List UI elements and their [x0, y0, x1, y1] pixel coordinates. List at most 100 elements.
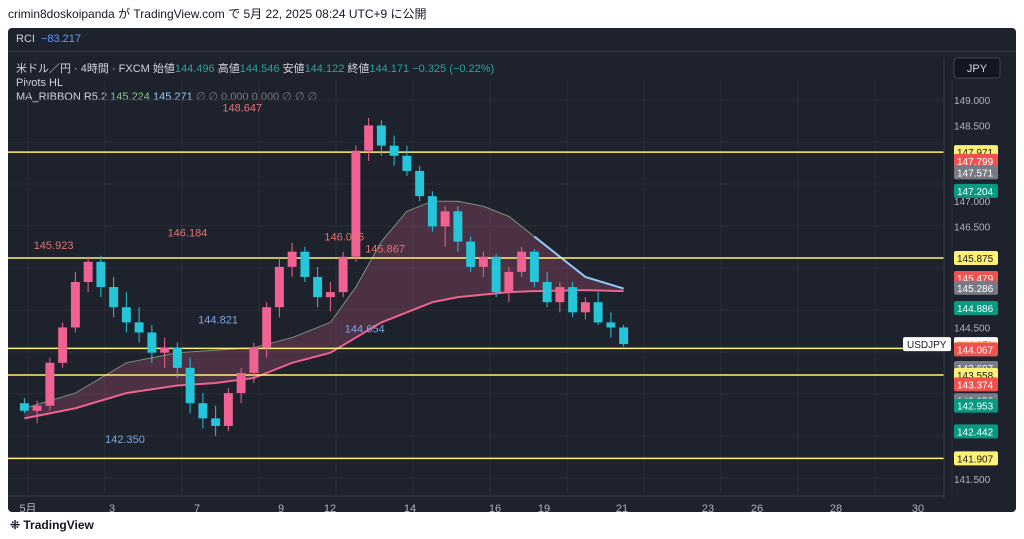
price-tag — [954, 341, 998, 356]
rci-label: RCI −83.217 — [16, 33, 82, 45]
y-tick-label: 148.500 — [954, 121, 991, 132]
price-tag-value: 145.875 — [957, 254, 994, 265]
price-tag-value: 143.558 — [957, 371, 994, 382]
candle-body — [593, 302, 603, 323]
ma-fast-tail — [533, 235, 624, 290]
candle-body — [606, 322, 616, 328]
price-tag-value: 145.479 — [957, 274, 994, 285]
candle-body — [453, 211, 463, 242]
candle-body — [389, 145, 399, 156]
candle-body — [351, 150, 361, 257]
candle-body — [172, 347, 182, 368]
candle-body — [313, 276, 323, 298]
price-tag — [954, 398, 998, 413]
price-tag-value: 141.907 — [957, 454, 994, 465]
price-tag-value: 144.171 — [957, 340, 994, 351]
y-tick-label: 141.500 — [954, 475, 991, 486]
pivot-label: 142.350 — [105, 434, 145, 446]
ma-ribbon-fill — [24, 201, 624, 419]
y-tick-label: 146.500 — [954, 222, 991, 233]
symbol-tag — [903, 337, 951, 352]
candle-body — [121, 307, 131, 323]
candle-body — [45, 362, 55, 406]
x-tick-label: 14 — [404, 503, 416, 512]
price-tag — [954, 451, 998, 466]
price-tag — [954, 183, 998, 198]
candle-body — [134, 322, 144, 333]
pivot-label: 148.647 — [222, 102, 262, 114]
candle-body — [19, 403, 29, 411]
x-tick-label: 5月 — [19, 503, 36, 512]
candle-body — [364, 125, 374, 151]
candle-body — [96, 261, 106, 288]
candle-body — [338, 256, 348, 293]
candle-body — [160, 347, 170, 353]
price-tag — [954, 153, 998, 168]
candle-body — [83, 261, 93, 282]
y-tick-label: 147.000 — [954, 197, 991, 208]
candle-body — [478, 256, 488, 267]
x-tick-label: 16 — [489, 503, 501, 512]
candle-body — [504, 271, 514, 293]
candle-body — [300, 251, 310, 277]
candle-body — [568, 287, 578, 313]
price-tag — [954, 377, 998, 392]
price-tag — [954, 424, 998, 439]
candle-body — [427, 196, 437, 227]
pivot-label: 146.095 — [324, 232, 364, 244]
price-tag — [954, 280, 998, 295]
candle-body — [198, 403, 208, 419]
price-tag-value: 147.799 — [957, 157, 994, 168]
price-tag-value: 142.442 — [957, 427, 994, 438]
candle-body — [287, 251, 297, 267]
ohlc-line: 米ドル／円 · 4時間 · FXCM 始値144.496 高値144.546 安… — [16, 63, 495, 75]
tradingview-logo-icon: ⁜ — [10, 518, 24, 532]
candle-body — [262, 307, 272, 348]
candle-body — [274, 266, 284, 308]
pivots-legend[interactable]: Pivots HL — [16, 77, 64, 89]
x-tick-label: 7 — [194, 503, 200, 512]
candle-body — [619, 327, 629, 345]
tradingview-brand[interactable]: ⁜ TradingView — [0, 512, 1024, 539]
candle-body — [529, 251, 539, 282]
pivot-label: 146.184 — [168, 228, 208, 240]
candle-body — [185, 367, 195, 404]
symbol-tag-label: USDJPY — [907, 340, 947, 351]
x-tick-label: 26 — [751, 503, 763, 512]
candle-body — [325, 292, 335, 298]
price-tag-value: 144.086 — [957, 344, 994, 355]
candle-body — [440, 211, 450, 227]
price-tag-value: 143.697 — [957, 364, 994, 375]
x-tick-label: 30 — [912, 503, 924, 512]
pivot-label: 145.923 — [34, 240, 74, 252]
candle-body — [32, 405, 42, 411]
price-tag-value: 145.286 — [957, 284, 994, 295]
x-tick-label: 3 — [109, 503, 115, 512]
ma-slow-line — [24, 289, 624, 420]
x-tick-label: 28 — [830, 503, 842, 512]
price-tag-value: 144.886 — [957, 304, 994, 315]
candle-body — [517, 251, 527, 272]
candle-body — [402, 155, 412, 171]
candle-body — [147, 332, 157, 353]
ribbon-legend[interactable]: MA_RIBBON R5.2 145.224 145.271 ∅ ∅ 0.000… — [16, 91, 318, 103]
price-tag — [954, 145, 998, 160]
x-tick-label: 12 — [324, 503, 336, 512]
price-tag — [954, 300, 998, 315]
price-tag-value: 142.953 — [957, 402, 994, 413]
candle-body — [542, 282, 552, 303]
rci-pane[interactable]: RCI −83.217 — [8, 28, 1016, 52]
candle-body — [376, 125, 386, 146]
price-tag-value: 143.374 — [957, 380, 994, 391]
price-tag — [954, 337, 998, 352]
rci-value: −83.217 — [40, 33, 82, 45]
candle-body — [70, 282, 80, 328]
price-tag — [954, 165, 998, 180]
ma-fast-line — [24, 200, 624, 409]
chart-frame[interactable]: RCI −83.217 米ドル／円 · 4時間 · FXCM 始値144.496 … — [8, 28, 1016, 512]
price-tag — [954, 342, 998, 357]
candle-body — [555, 287, 565, 303]
candle-body — [236, 372, 246, 394]
candle-body — [491, 256, 501, 293]
price-tag — [954, 251, 998, 266]
